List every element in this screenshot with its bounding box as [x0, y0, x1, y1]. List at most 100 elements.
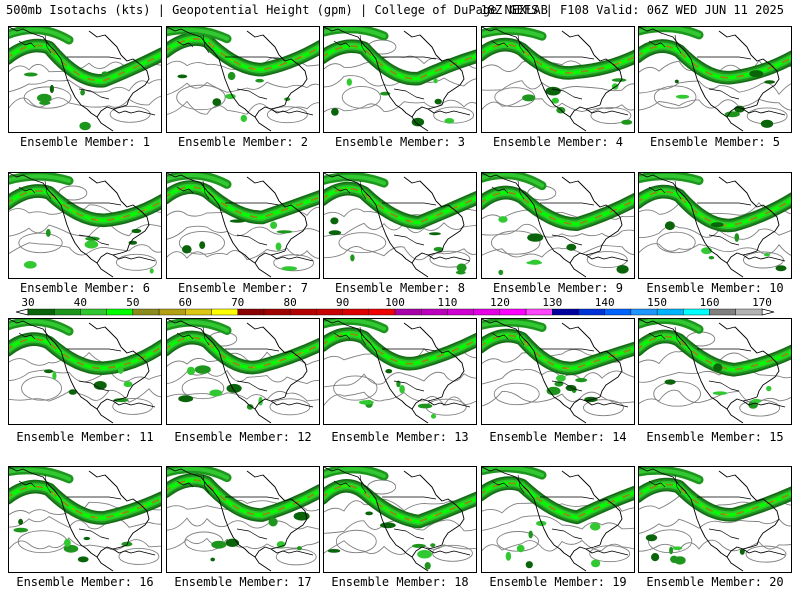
member-number: 13	[454, 430, 469, 444]
map-plot	[324, 173, 476, 278]
colorbar-bin	[709, 308, 736, 316]
colorbar-bin	[316, 308, 343, 316]
colorbar-tick-label: 170	[752, 296, 772, 309]
member-caption-label: Ensemble Member:	[16, 575, 140, 589]
member-caption: Ensemble Member: 11	[6, 430, 164, 444]
ensemble-member-map	[8, 318, 162, 425]
member-caption: Ensemble Member: 10	[636, 281, 794, 295]
coastlines	[167, 319, 314, 424]
ensemble-member-map	[638, 466, 792, 573]
coastlines	[167, 467, 314, 572]
coastlines	[482, 319, 629, 424]
isotach-shading	[639, 27, 791, 128]
member-caption-label: Ensemble Member:	[177, 135, 301, 149]
member-number: 12	[297, 430, 312, 444]
colorbar-tick-label: 120	[490, 296, 510, 309]
ensemble-member-map	[323, 172, 477, 279]
member-caption-label: Ensemble Member:	[492, 281, 616, 295]
colorbar-bin	[106, 308, 134, 316]
member-number: 18	[454, 575, 469, 589]
colorbar-tick-label: 60	[179, 296, 192, 309]
ensemble-member-map	[481, 466, 635, 573]
map-plot	[639, 319, 791, 424]
map-plot	[167, 467, 319, 572]
member-number: 10	[769, 281, 784, 295]
map-plot	[324, 467, 476, 572]
member-caption: Ensemble Member: 1	[6, 135, 164, 149]
colorbar-bin	[394, 308, 422, 316]
member-caption: Ensemble Member: 6	[6, 281, 164, 295]
colorbar-bin	[499, 308, 527, 316]
colorbar-tick-label: 140	[595, 296, 615, 309]
colorbar-tick-label: 40	[74, 296, 87, 309]
member-number: 17	[297, 575, 312, 589]
isotach-colorbar: 30 40 50 60 70 80 90 100 110 120 130 140 150 160 170	[14, 296, 788, 320]
isotach-shading	[482, 319, 634, 403]
colorbar-bin	[263, 308, 291, 316]
member-caption-label: Ensemble Member:	[19, 281, 143, 295]
coastlines	[639, 173, 786, 278]
member-caption-label: Ensemble Member:	[331, 430, 455, 444]
colorbar-bin	[683, 308, 710, 316]
member-caption-label: Ensemble Member:	[177, 281, 301, 295]
ensemble-member-map	[481, 172, 635, 279]
colorbar-bin	[578, 308, 605, 316]
member-caption: Ensemble Member: 19	[479, 575, 637, 589]
member-caption: Ensemble Member: 13	[321, 430, 479, 444]
ensemble-member-map	[166, 172, 320, 279]
colorbar-tick-label: 100	[385, 296, 405, 309]
coastlines	[324, 319, 471, 424]
member-number: 11	[139, 430, 154, 444]
member-number: 4	[615, 135, 624, 149]
ensemble-member-map	[166, 466, 320, 573]
ensemble-member-map	[8, 26, 162, 133]
coastlines	[9, 173, 156, 278]
member-number: 14	[612, 430, 627, 444]
coastlines	[324, 173, 471, 278]
isotach-shading	[639, 319, 791, 409]
member-number: 20	[769, 575, 784, 589]
member-caption-label: Ensemble Member:	[19, 135, 143, 149]
map-plot	[9, 173, 161, 278]
isotach-shading	[324, 467, 476, 570]
map-plot	[482, 467, 634, 572]
ensemble-member-map	[323, 318, 477, 425]
isotach-shading	[167, 319, 319, 410]
colorbar-right-arrow	[761, 308, 775, 316]
member-caption: Ensemble Member: 20	[636, 575, 794, 589]
member-caption-label: Ensemble Member:	[174, 430, 298, 444]
coastlines	[167, 173, 314, 278]
colorbar-tick-label: 30	[21, 296, 34, 309]
map-plot	[167, 319, 319, 424]
ensemble-member-map	[166, 318, 320, 425]
member-number: 7	[300, 281, 309, 295]
member-caption: Ensemble Member: 2	[164, 135, 322, 149]
colorbar-tick-label: 160	[700, 296, 720, 309]
colorbar-bin	[656, 308, 684, 316]
member-number: 1	[142, 135, 151, 149]
member-caption: Ensemble Member: 12	[164, 430, 322, 444]
coastlines	[167, 27, 314, 132]
coastlines	[639, 27, 786, 132]
colorbar-bin	[525, 308, 553, 316]
colorbar-bin	[421, 308, 448, 316]
member-caption-label: Ensemble Member:	[334, 135, 458, 149]
isotach-shading	[324, 27, 476, 127]
colorbar-tick-label: 80	[283, 296, 296, 309]
colorbar-bin	[342, 308, 369, 316]
map-plot	[482, 27, 634, 132]
isotach-shading	[9, 173, 161, 274]
member-number: 15	[769, 430, 784, 444]
member-caption-label: Ensemble Member:	[334, 281, 458, 295]
map-plot	[167, 173, 319, 278]
isotach-shading	[482, 467, 634, 569]
map-plot	[324, 27, 476, 132]
member-caption-label: Ensemble Member:	[331, 575, 455, 589]
map-plot	[639, 27, 791, 132]
ensemble-member-map	[638, 318, 792, 425]
member-number: 16	[139, 575, 154, 589]
colorbar-bin	[27, 308, 55, 316]
colorbar-bin	[552, 308, 579, 316]
member-caption: Ensemble Member: 8	[321, 281, 479, 295]
colorbar-bin	[735, 308, 763, 316]
